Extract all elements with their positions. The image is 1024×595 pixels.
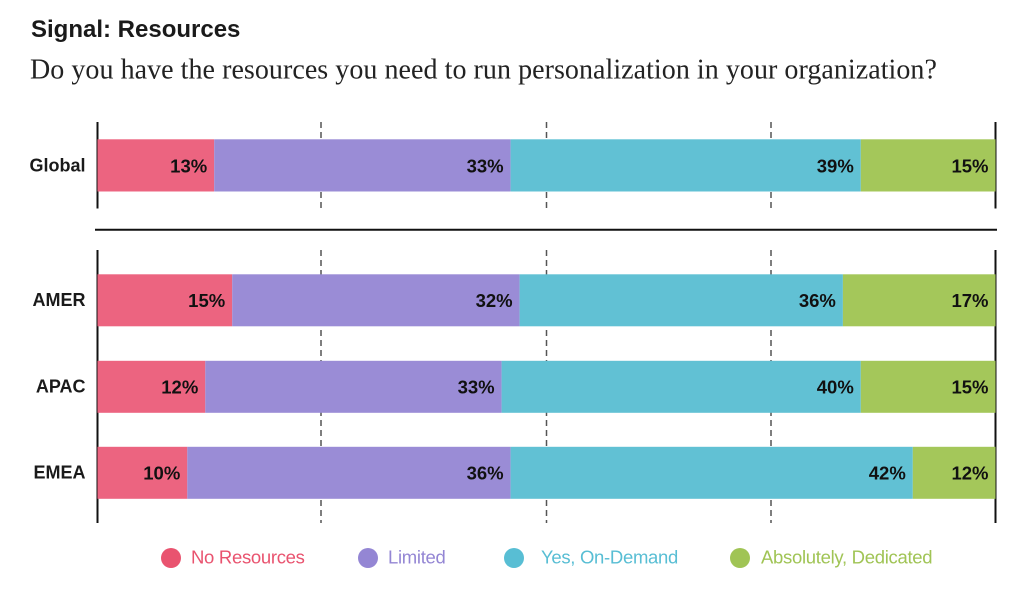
svg-text:15%: 15% [951, 377, 988, 398]
svg-text:40%: 40% [817, 377, 854, 398]
svg-text:Signal: Resources: Signal: Resources [31, 16, 240, 43]
svg-text:15%: 15% [188, 290, 225, 311]
svg-text:Do you have the resources you: Do you have the resources you need to ru… [30, 55, 937, 86]
svg-text:Absolutely, Dedicated: Absolutely, Dedicated [761, 547, 932, 568]
svg-text:APAC: APAC [36, 377, 86, 397]
svg-text:EMEA: EMEA [33, 463, 85, 483]
svg-text:Yes, On-Demand: Yes, On-Demand [541, 547, 678, 568]
svg-text:33%: 33% [458, 377, 495, 398]
svg-text:36%: 36% [467, 463, 504, 484]
svg-text:12%: 12% [951, 463, 988, 484]
svg-text:10%: 10% [143, 463, 180, 484]
svg-text:36%: 36% [799, 290, 836, 311]
svg-text:39%: 39% [817, 155, 854, 176]
svg-text:33%: 33% [467, 155, 504, 176]
svg-text:Global: Global [29, 155, 85, 175]
svg-text:Limited: Limited [388, 547, 446, 568]
svg-text:17%: 17% [951, 290, 988, 311]
svg-text:No Resources: No Resources [191, 547, 305, 568]
svg-text:32%: 32% [476, 290, 513, 311]
svg-text:15%: 15% [951, 155, 988, 176]
svg-text:12%: 12% [161, 377, 198, 398]
svg-text:AMER: AMER [33, 290, 86, 310]
svg-text:13%: 13% [170, 155, 207, 176]
svg-text:42%: 42% [869, 463, 906, 484]
